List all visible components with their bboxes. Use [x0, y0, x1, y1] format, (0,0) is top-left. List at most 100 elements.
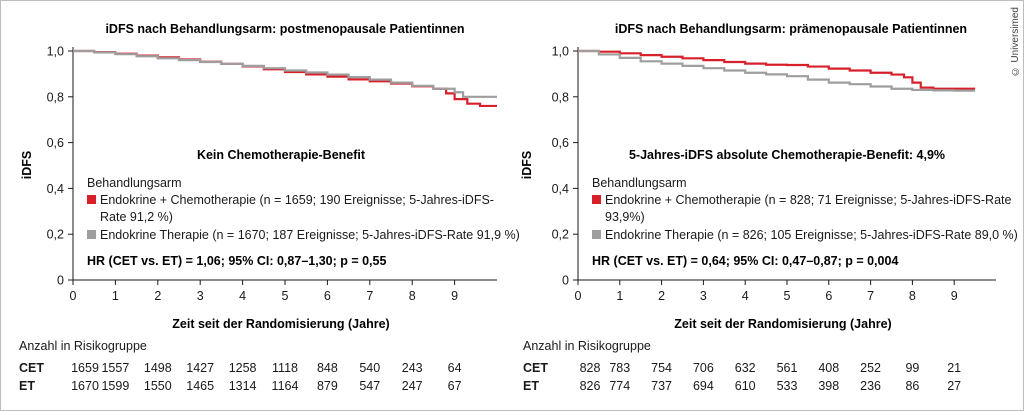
panel2-annotation: 5-Jahres-iDFS absolute Chemotherapie-Ben…	[629, 148, 945, 162]
panel1-legend-title: Behandlungsarm	[87, 176, 182, 190]
panel1-risk-cell: 1599	[101, 379, 129, 393]
panel2-x-tick-label: 8	[909, 289, 916, 303]
panel2-risk-cell: 533	[777, 379, 798, 393]
panel1-y-tick-label: 0,4	[47, 182, 64, 196]
panel1-y-tick-label: 1,0	[47, 45, 64, 59]
panel1-x-tick-label: 9	[451, 289, 458, 303]
panel2-risk-cell: 828	[580, 361, 601, 375]
panel1-risk-table-title: Anzahl in Risikogruppe	[19, 339, 147, 353]
panel1-risk-cell: 1498	[144, 361, 172, 375]
panel2-x-tick-label: 0	[575, 289, 582, 303]
panel2-chart-title: iDFS nach Behandlungsarm: prämenopausale…	[615, 22, 967, 36]
panel1-legend-cet-line1: Endokrine + Chemotherapie (n = 1659; 190…	[100, 193, 494, 207]
panel1-y-tick-label: 0,8	[47, 90, 64, 104]
panel2-x-tick-label: 9	[951, 289, 958, 303]
copyright-text: © Universimed	[1010, 7, 1021, 77]
panel1-risk-cell: 67	[448, 379, 462, 393]
panel2-x-tick-label: 3	[700, 289, 707, 303]
panel2-risk-cell: 236	[860, 379, 881, 393]
panel2-x-tick-label: 6	[825, 289, 832, 303]
panel2-risk-cell: 561	[777, 361, 798, 375]
panel1-risk-cell: 1557	[101, 361, 129, 375]
panel2-y-tick-label: 0,6	[552, 136, 569, 150]
panel1-legend-swatch-cet	[87, 195, 96, 204]
panel2-risk-cell: 706	[693, 361, 714, 375]
panel1-x-axis-label: Zeit seit der Randomisierung (Jahre)	[172, 317, 389, 331]
panel1-x-tick-label: 0	[70, 289, 77, 303]
panel1-legend-cet-line2: Rate 91,2 %)	[100, 210, 173, 224]
panel1-y-axis-label: iDFS	[20, 151, 34, 179]
panel1-risk-row-label-et: ET	[19, 379, 35, 393]
panel2-risk-cell: 632	[735, 361, 756, 375]
panel1-legend-et-line1: Endokrine Therapie (n = 1670; 187 Ereign…	[100, 228, 520, 242]
panel2-x-tick-label: 1	[616, 289, 623, 303]
panel1-risk-cell: 243	[402, 361, 423, 375]
panel2-legend-title: Behandlungsarm	[592, 176, 687, 190]
panel2-y-axis-label: iDFS	[520, 151, 534, 179]
panel2-risk-table-title: Anzahl in Risikogruppe	[523, 339, 651, 353]
panel2-risk-cell: 27	[947, 379, 961, 393]
panel2-risk-cell: 408	[818, 361, 839, 375]
panel1-risk-cell: 1314	[229, 379, 257, 393]
panel1-risk-cell: 247	[402, 379, 423, 393]
panel1-risk-cell: 1164	[272, 379, 299, 393]
panel1-risk-row-label-cet: CET	[19, 361, 44, 375]
panel1-x-tick-label: 4	[239, 289, 246, 303]
panel1-chart-title: iDFS nach Behandlungsarm: postmenopausal…	[105, 22, 464, 36]
panel2-legend-swatch-cet	[592, 195, 601, 204]
panel2-x-tick-label: 2	[658, 289, 665, 303]
panel2-risk-cell: 694	[693, 379, 714, 393]
panel1-y-tick-label: 0	[57, 274, 64, 288]
panel1-risk-cell: 848	[317, 361, 338, 375]
panel2-risk-cell: 754	[651, 361, 672, 375]
panel2-risk-cell: 783	[609, 361, 630, 375]
panel2-risk-row-label-cet: CET	[523, 361, 548, 375]
panel1-risk-cell: 540	[359, 361, 380, 375]
panel1-hr-text: HR (CET vs. ET) = 1,06; 95% CI: 0,87–1,3…	[87, 254, 386, 268]
panel1-risk-cell: 1465	[186, 379, 214, 393]
panel1-risk-cell: 1550	[144, 379, 172, 393]
panel2-y-tick-label: 1,0	[552, 45, 569, 59]
panel2-risk-cell: 86	[905, 379, 919, 393]
panel2-risk-cell: 774	[609, 379, 630, 393]
panel2-risk-cell: 737	[651, 379, 672, 393]
panel2-legend-cet-line1: Endokrine + Chemotherapie (n = 828; 71 E…	[605, 193, 1012, 207]
panel1-risk-cell: 1427	[186, 361, 214, 375]
panel2-curve-cet	[578, 49, 976, 90]
panel1-risk-cell: 1670	[71, 379, 99, 393]
panel2-x-tick-label: 4	[742, 289, 749, 303]
panel2-legend-et-line1: Endokrine Therapie (n = 826; 105 Ereigni…	[605, 228, 1018, 242]
panel2-risk-cell: 99	[905, 361, 919, 375]
panel1-curve-cet	[73, 49, 497, 108]
panel2-y-tick-label: 0,8	[552, 90, 569, 104]
panel1-x-tick-label: 3	[197, 289, 204, 303]
panel2-x-axis-label: Zeit seit der Randomisierung (Jahre)	[674, 317, 891, 331]
panel1-risk-cell: 879	[317, 379, 338, 393]
panel1-y-tick-label: 0,2	[47, 228, 64, 242]
panel1-risk-cell: 1659	[71, 361, 99, 375]
panel2-risk-row-label-et: ET	[523, 379, 539, 393]
panel2-risk-cell: 398	[818, 379, 839, 393]
panel2-legend-swatch-et	[592, 230, 601, 239]
panel2-risk-cell: 610	[735, 379, 756, 393]
panel2-y-tick-label: 0,4	[552, 182, 569, 196]
panel1-risk-cell: 547	[359, 379, 380, 393]
panel2-risk-cell: 826	[580, 379, 601, 393]
panel1-x-tick-label: 2	[154, 289, 161, 303]
panel1-risk-cell: 1258	[229, 361, 257, 375]
panel1-legend-swatch-et	[87, 230, 96, 239]
panel1-risk-cell: 1118	[272, 361, 298, 375]
panel2-x-tick-label: 7	[867, 289, 874, 303]
panel2-curve-et	[578, 49, 976, 92]
panel2-risk-cell: 252	[860, 361, 881, 375]
panel1-x-tick-label: 5	[282, 289, 289, 303]
panel1-x-tick-label: 7	[366, 289, 373, 303]
panel1-x-tick-label: 8	[409, 289, 416, 303]
panel1-x-tick-label: 6	[324, 289, 331, 303]
panel1-risk-cell: 64	[448, 361, 462, 375]
panel2-x-tick-label: 5	[784, 289, 791, 303]
panel1-y-tick-label: 0,6	[47, 136, 64, 150]
panel2-hr-text: HR (CET vs. ET) = 0,64; 95% CI: 0,47–0,8…	[592, 254, 898, 268]
